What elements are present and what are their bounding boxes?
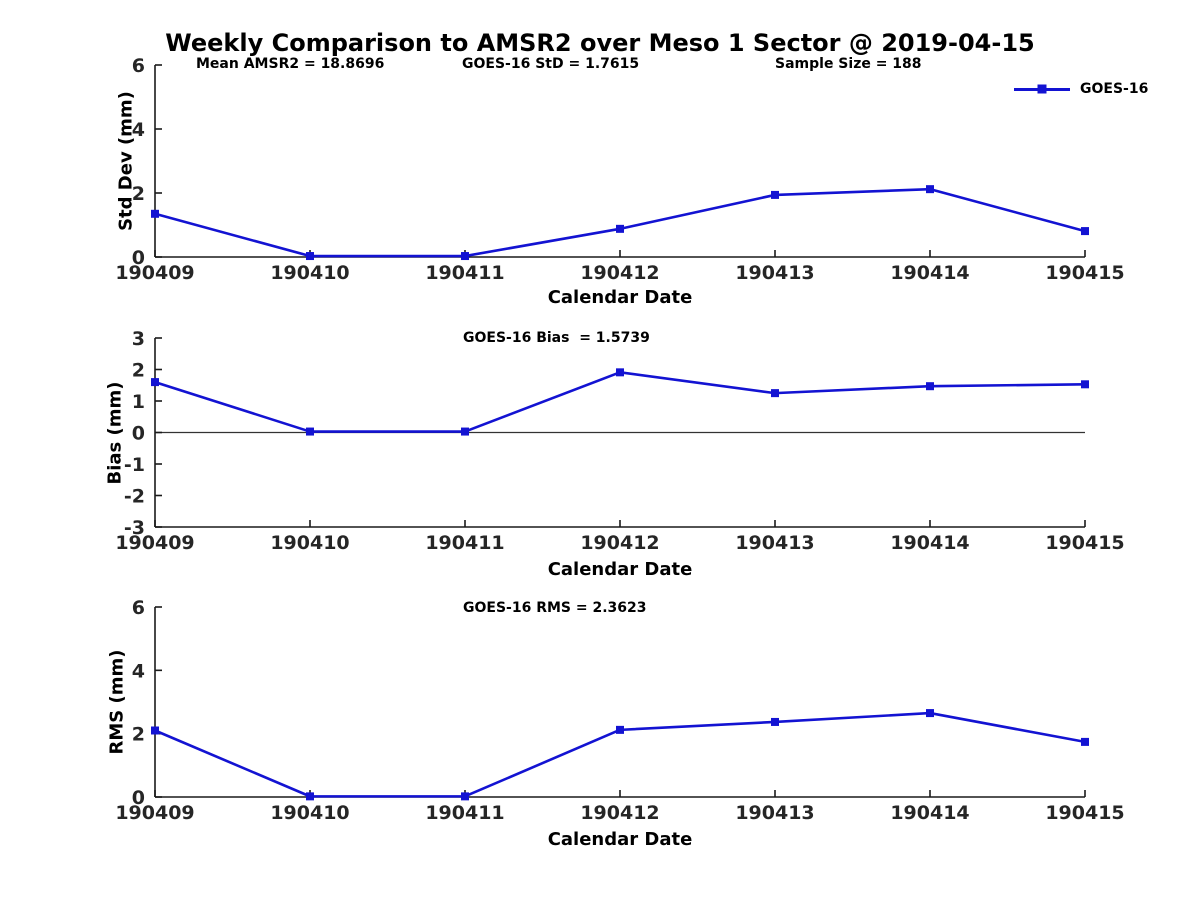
legend-line-sample <box>1014 84 1070 94</box>
data-marker <box>461 427 469 436</box>
x-tick-label: 190410 <box>270 532 349 554</box>
goes16-line <box>154 187 1086 258</box>
goes16-line <box>154 371 1086 433</box>
y-tick-label: 1 <box>132 391 145 413</box>
y-tick-label: -2 <box>124 486 145 508</box>
x-tick-label: 190414 <box>890 532 969 554</box>
x-tick-label: 190415 <box>1045 262 1124 284</box>
x-tick-label: 190409 <box>115 532 194 554</box>
y-tick-label: 0 <box>132 787 145 809</box>
x-tick-label: 190414 <box>890 262 969 284</box>
legend: GOES-16 <box>1014 80 1148 98</box>
data-marker <box>771 389 779 398</box>
subplot-stddev: 0 2 4 6 190409 190410 190411 190412 190413 190414… <box>115 55 1124 284</box>
x-tick-label: 190411 <box>425 802 504 824</box>
y-tick-label: -1 <box>124 454 145 476</box>
y-tick-label: 4 <box>132 119 145 141</box>
legend-square-marker-icon <box>1037 84 1047 94</box>
y-tick-label: 0 <box>132 247 145 269</box>
y-tick-label: 6 <box>132 597 145 619</box>
annotation-goes16-std: GOES-16 StD = 1.7615 <box>462 56 640 72</box>
data-marker <box>1081 227 1089 236</box>
data-marker <box>771 190 779 199</box>
x-tick-label: 190414 <box>890 802 969 824</box>
annotation-goes16-bias: GOES-16 Bias = 1.5739 <box>463 330 650 346</box>
x-tick-label: 190415 <box>1045 802 1124 824</box>
y-tick-label: 2 <box>132 724 145 746</box>
data-marker <box>771 717 779 726</box>
data-marker <box>306 427 314 436</box>
x-tick-label: 190411 <box>425 532 504 554</box>
data-marker <box>616 725 624 734</box>
x-tick-label: 190413 <box>735 532 814 554</box>
data-marker <box>616 368 624 377</box>
annotation-goes16-rms: GOES-16 RMS = 2.3623 <box>463 600 647 616</box>
x-tick-label: 190410 <box>270 262 349 284</box>
data-marker <box>926 185 934 194</box>
goes16-line <box>154 711 1086 798</box>
y-tick-label: 6 <box>132 55 145 77</box>
x-tick-label: 190409 <box>115 802 194 824</box>
x-tick-label: 190415 <box>1045 532 1124 554</box>
data-marker <box>616 224 624 233</box>
data-marker <box>151 378 159 387</box>
y-tick-label: -3 <box>124 517 145 539</box>
x-tick-label: 190413 <box>735 262 814 284</box>
y-tick-label: 0 <box>132 423 145 445</box>
x-tick-label: 190412 <box>580 262 659 284</box>
ylabel-rms: RMS (mm) <box>106 649 128 755</box>
x-tick-label: 190410 <box>270 802 349 824</box>
data-marker <box>151 209 159 218</box>
x-tick-label: 190413 <box>735 802 814 824</box>
xlabel-bias: Calendar Date <box>547 559 693 580</box>
annotation-sample-size: Sample Size = 188 <box>775 56 922 72</box>
xlabel-stddev: Calendar Date <box>547 287 693 308</box>
data-marker <box>151 726 159 735</box>
ylabel-stddev: Std Dev (mm) <box>115 91 137 231</box>
data-marker <box>926 382 934 391</box>
data-marker <box>1081 737 1089 746</box>
subplot-bias: -3 -2 -1 0 1 2 3 190409 190410 190411 190412 190413… <box>115 328 1124 554</box>
annotation-mean-amsr2: Mean AMSR2 = 18.8696 <box>196 56 385 72</box>
y-tick-label: 2 <box>132 360 145 382</box>
legend-label: GOES-16 <box>1080 81 1149 97</box>
data-marker <box>1081 380 1089 389</box>
data-marker <box>461 252 469 261</box>
y-tick-label: 3 <box>132 328 145 350</box>
x-tick-label: 190412 <box>580 802 659 824</box>
x-tick-label: 190411 <box>425 262 504 284</box>
data-marker <box>461 792 469 801</box>
data-marker <box>306 252 314 261</box>
y-tick-label: 4 <box>132 660 145 682</box>
figure-title: Weekly Comparison to AMSR2 over Meso 1 S… <box>165 29 1035 57</box>
x-tick-label: 190409 <box>115 262 194 284</box>
ylabel-bias: Bias (mm) <box>104 381 126 485</box>
x-tick-label: 190412 <box>580 532 659 554</box>
data-marker <box>306 792 314 801</box>
y-tick-label: 2 <box>132 183 145 205</box>
xlabel-rms: Calendar Date <box>547 829 693 850</box>
data-marker <box>926 709 934 718</box>
subplot-rms: 0 2 4 6 190409 190410 190411 190412 190413 190414… <box>115 597 1124 824</box>
